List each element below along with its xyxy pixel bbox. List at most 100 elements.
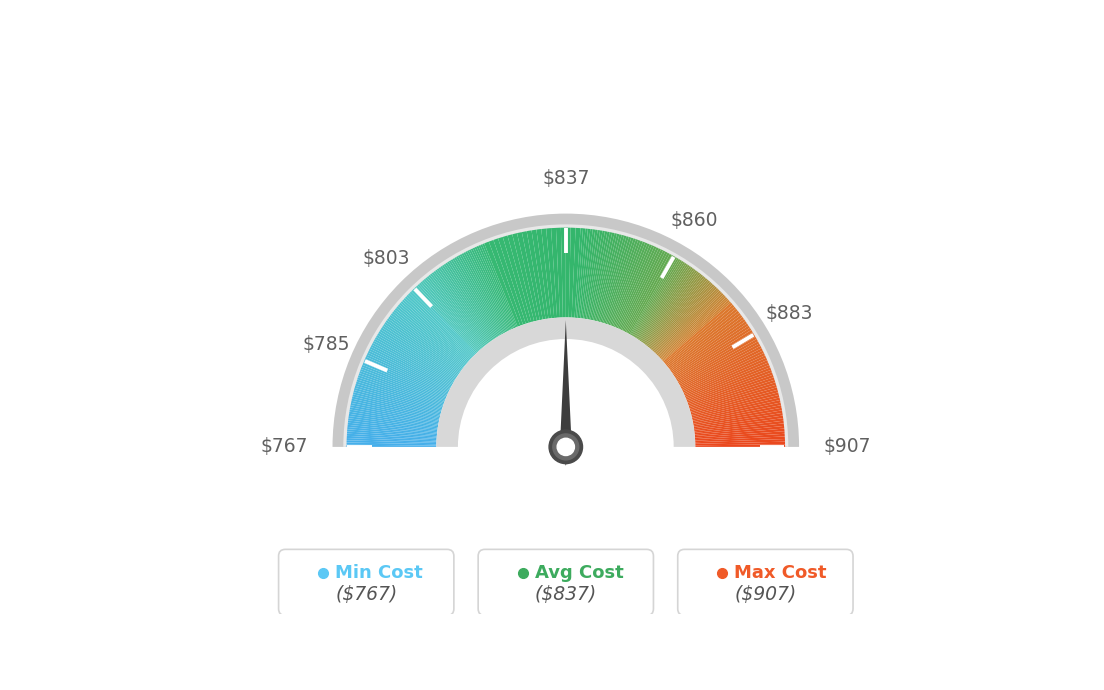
Wedge shape bbox=[446, 260, 497, 338]
Wedge shape bbox=[602, 235, 629, 323]
Wedge shape bbox=[682, 352, 767, 393]
Wedge shape bbox=[595, 231, 617, 321]
Wedge shape bbox=[684, 359, 769, 397]
Wedge shape bbox=[402, 297, 470, 360]
Wedge shape bbox=[347, 411, 438, 427]
Wedge shape bbox=[386, 315, 461, 371]
Wedge shape bbox=[374, 334, 455, 382]
Wedge shape bbox=[672, 320, 749, 374]
Wedge shape bbox=[361, 362, 446, 398]
Wedge shape bbox=[362, 358, 447, 396]
Wedge shape bbox=[612, 240, 646, 326]
Wedge shape bbox=[680, 343, 762, 387]
Wedge shape bbox=[502, 234, 531, 323]
Wedge shape bbox=[598, 233, 625, 322]
Wedge shape bbox=[413, 286, 477, 353]
Wedge shape bbox=[439, 264, 492, 341]
Wedge shape bbox=[668, 312, 742, 369]
Wedge shape bbox=[396, 304, 467, 364]
Wedge shape bbox=[659, 293, 726, 357]
Wedge shape bbox=[693, 405, 784, 424]
Wedge shape bbox=[379, 326, 457, 377]
Wedge shape bbox=[696, 444, 787, 447]
Wedge shape bbox=[385, 317, 460, 372]
Wedge shape bbox=[694, 423, 786, 435]
Wedge shape bbox=[359, 368, 445, 402]
Wedge shape bbox=[647, 275, 705, 346]
Wedge shape bbox=[440, 264, 493, 340]
Wedge shape bbox=[693, 407, 784, 425]
Wedge shape bbox=[354, 381, 443, 410]
Wedge shape bbox=[588, 229, 607, 319]
Wedge shape bbox=[346, 429, 437, 437]
Wedge shape bbox=[574, 226, 583, 318]
Wedge shape bbox=[586, 228, 603, 319]
Wedge shape bbox=[372, 338, 453, 384]
Wedge shape bbox=[601, 234, 627, 322]
Wedge shape bbox=[676, 331, 755, 380]
Wedge shape bbox=[651, 282, 714, 351]
Wedge shape bbox=[365, 352, 449, 393]
Wedge shape bbox=[527, 228, 545, 319]
Wedge shape bbox=[666, 306, 737, 365]
Wedge shape bbox=[346, 424, 437, 435]
Wedge shape bbox=[388, 314, 463, 370]
Wedge shape bbox=[591, 230, 611, 320]
Wedge shape bbox=[604, 236, 634, 324]
Wedge shape bbox=[466, 248, 509, 331]
Wedge shape bbox=[696, 436, 787, 442]
Wedge shape bbox=[346, 420, 437, 433]
Wedge shape bbox=[397, 302, 468, 363]
Wedge shape bbox=[498, 235, 529, 324]
Wedge shape bbox=[565, 226, 571, 317]
Wedge shape bbox=[471, 246, 512, 330]
Wedge shape bbox=[561, 226, 565, 317]
Wedge shape bbox=[665, 304, 735, 364]
Wedge shape bbox=[692, 397, 782, 420]
Wedge shape bbox=[615, 243, 652, 328]
Wedge shape bbox=[476, 244, 514, 328]
Wedge shape bbox=[353, 385, 442, 412]
Wedge shape bbox=[622, 248, 664, 331]
Wedge shape bbox=[459, 253, 505, 334]
Wedge shape bbox=[572, 226, 581, 317]
Wedge shape bbox=[613, 241, 648, 327]
Text: $837: $837 bbox=[542, 169, 590, 188]
Wedge shape bbox=[382, 323, 458, 375]
Wedge shape bbox=[577, 226, 588, 318]
Wedge shape bbox=[682, 350, 765, 391]
Wedge shape bbox=[643, 268, 699, 343]
Wedge shape bbox=[348, 407, 438, 425]
Wedge shape bbox=[479, 242, 517, 328]
Text: $883: $883 bbox=[765, 304, 813, 323]
Wedge shape bbox=[646, 273, 704, 346]
Wedge shape bbox=[484, 240, 520, 327]
Wedge shape bbox=[640, 266, 693, 342]
Wedge shape bbox=[675, 327, 753, 378]
Wedge shape bbox=[457, 253, 503, 334]
FancyBboxPatch shape bbox=[478, 549, 654, 615]
Wedge shape bbox=[367, 350, 449, 391]
Wedge shape bbox=[609, 239, 644, 326]
Wedge shape bbox=[369, 344, 452, 388]
Wedge shape bbox=[679, 338, 760, 384]
Wedge shape bbox=[427, 273, 486, 346]
Wedge shape bbox=[420, 280, 481, 350]
Wedge shape bbox=[355, 377, 443, 407]
Wedge shape bbox=[618, 244, 657, 329]
Wedge shape bbox=[392, 308, 465, 367]
Wedge shape bbox=[349, 400, 439, 421]
Wedge shape bbox=[657, 289, 722, 355]
Wedge shape bbox=[634, 258, 683, 337]
Wedge shape bbox=[658, 292, 725, 357]
Wedge shape bbox=[556, 226, 563, 317]
Wedge shape bbox=[667, 310, 741, 368]
Wedge shape bbox=[693, 413, 785, 428]
Wedge shape bbox=[521, 229, 543, 320]
Wedge shape bbox=[426, 275, 485, 347]
Wedge shape bbox=[576, 226, 585, 318]
Wedge shape bbox=[492, 237, 526, 325]
Wedge shape bbox=[478, 244, 516, 328]
Wedge shape bbox=[449, 257, 499, 337]
Wedge shape bbox=[531, 228, 549, 319]
